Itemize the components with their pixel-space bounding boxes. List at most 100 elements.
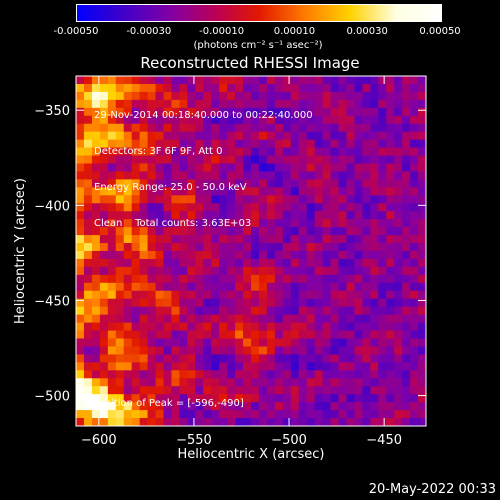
heatmap-cell — [282, 147, 292, 156]
heatmap-cell — [314, 187, 323, 196]
heatmap-cell — [107, 330, 117, 339]
heatmap-cell — [139, 394, 148, 403]
heatmap-cell — [274, 394, 284, 403]
heatmap-cell — [123, 115, 133, 125]
heatmap-cell — [195, 171, 204, 180]
heatmap-cell — [123, 195, 133, 204]
heatmap-cell — [219, 394, 228, 403]
heatmap-cell — [187, 402, 196, 411]
heatmap-cell — [235, 354, 244, 363]
heatmap-cell — [91, 298, 101, 308]
heatmap-cell — [76, 211, 85, 220]
heatmap-cell — [171, 123, 180, 133]
heatmap-cell — [147, 266, 156, 276]
heatmap-cell — [282, 203, 292, 212]
heatmap-cell — [370, 179, 379, 188]
heatmap-cell — [346, 91, 355, 101]
heatmap-cell — [219, 83, 228, 93]
heatmap-cell — [99, 378, 109, 387]
heatmap-cell — [163, 402, 172, 411]
heatmap-cell — [211, 402, 220, 411]
heatmap-cell — [163, 330, 172, 339]
heatmap-cell — [139, 354, 148, 363]
heatmap-cell — [298, 219, 308, 228]
heatmap-cell — [274, 306, 284, 316]
heatmap-cell — [123, 322, 133, 331]
heatmap-cell — [99, 163, 109, 172]
heatmap-cell — [107, 362, 117, 371]
heatmap-cell — [91, 266, 101, 276]
heatmap-cell — [131, 115, 141, 125]
heatmap-cell — [83, 266, 93, 276]
heatmap-cell — [410, 282, 419, 292]
heatmap-cell — [402, 243, 411, 252]
heatmap-cell — [290, 219, 300, 228]
heatmap-cell — [378, 322, 387, 331]
heatmap-cell — [266, 211, 276, 220]
heatmap-cell — [83, 251, 93, 260]
heatmap-cell — [219, 179, 228, 188]
heatmap-cell — [290, 235, 300, 244]
heatmap-cell — [91, 195, 101, 204]
heatmap-cell — [163, 306, 172, 316]
heatmap-cell — [163, 338, 172, 347]
heatmap-cell — [354, 266, 363, 276]
heatmap-cell — [83, 195, 93, 204]
heatmap-cell — [203, 282, 212, 292]
heatmap-cell — [139, 314, 148, 323]
heatmap-cell — [274, 282, 284, 292]
heatmap-cell — [386, 195, 395, 204]
heatmap-cell — [274, 410, 284, 419]
heatmap-cell — [107, 147, 117, 156]
heatmap-cell — [243, 330, 252, 339]
y-tick-label: −450 — [34, 294, 70, 309]
heatmap-cell — [76, 354, 85, 363]
heatmap-cell — [219, 338, 228, 347]
heatmap-cell — [99, 290, 109, 300]
heatmap-cell — [306, 322, 316, 331]
heatmap-cell — [107, 219, 117, 228]
heatmap-cell — [147, 346, 156, 355]
heatmap-cell — [123, 91, 133, 101]
heatmap-cell — [155, 322, 164, 331]
heatmap-cell — [171, 266, 180, 276]
heatmap-cell — [306, 163, 316, 172]
heatmap-cell — [370, 243, 379, 252]
heatmap-cell — [171, 386, 180, 395]
heatmap-cell — [76, 147, 85, 156]
heatmap-cell — [402, 131, 411, 141]
heatmap-cell — [386, 115, 395, 125]
heatmap-cell — [402, 147, 411, 156]
heatmap-cell — [410, 314, 419, 323]
heatmap-cell — [211, 370, 220, 379]
heatmap-cell — [219, 203, 228, 212]
heatmap-cell — [76, 378, 85, 387]
heatmap-cell — [274, 298, 284, 308]
heatmap-cell — [354, 402, 363, 411]
heatmap-cell — [219, 211, 228, 220]
heatmap-cell — [227, 203, 236, 212]
heatmap-cell — [211, 163, 220, 172]
heatmap-cell — [330, 362, 339, 371]
heatmap-cell — [354, 163, 363, 172]
heatmap-cell — [187, 195, 196, 204]
heatmap-cell — [163, 322, 172, 331]
heatmap-cell — [410, 243, 419, 252]
heatmap-cell — [187, 362, 196, 371]
heatmap-cell — [107, 251, 117, 260]
heatmap-cell — [298, 362, 308, 371]
heatmap-cell — [139, 139, 148, 148]
heatmap-cell — [179, 243, 188, 252]
heatmap-cell — [235, 290, 244, 300]
heatmap-cell — [131, 76, 141, 85]
heatmap-cell — [330, 195, 339, 204]
heatmap-cell — [386, 258, 395, 268]
heatmap-cell — [115, 290, 125, 300]
heatmap-cell — [123, 266, 133, 276]
heatmap-cell — [115, 322, 125, 331]
heatmap-cell — [187, 258, 196, 268]
heatmap-cell — [251, 338, 260, 347]
heatmap-cell — [314, 139, 323, 148]
heatmap-cell — [227, 290, 236, 300]
heatmap-cell — [147, 306, 156, 316]
